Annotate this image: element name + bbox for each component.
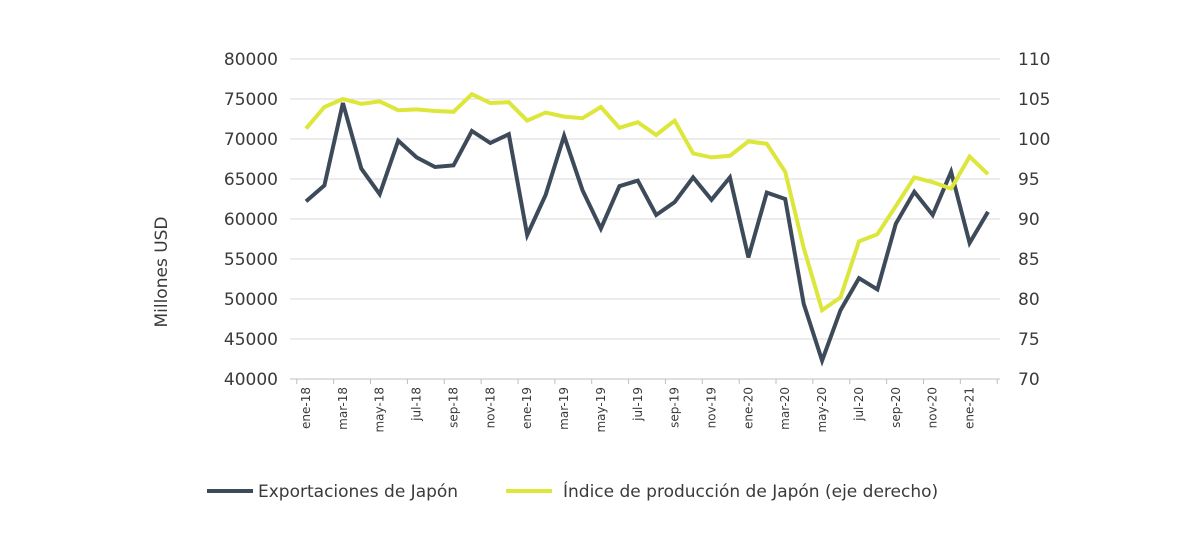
x-tick-label: may-18 (373, 387, 387, 433)
x-tick-label: ene-19 (520, 387, 534, 429)
x-tick-label: mar-20 (778, 387, 792, 430)
legend-label-exportaciones: Exportaciones de Japón (258, 482, 458, 502)
legend-label-indice-produccion: Índice de producción de Japón (eje derec… (563, 480, 938, 502)
x-tick-label: jul-19 (631, 387, 645, 422)
right-y-tick-label: 70 (1018, 370, 1040, 390)
x-tick-label: sep-19 (668, 387, 682, 428)
x-axis-tick-marks (296, 379, 998, 384)
gridlines (290, 58, 1000, 340)
x-tick-label: may-19 (594, 387, 608, 433)
x-tick-label: nov-20 (926, 387, 940, 428)
x-tick-label: nov-18 (483, 387, 497, 428)
x-tick-label: ene-21 (963, 387, 977, 429)
right-y-tick-label: 90 (1018, 210, 1040, 230)
right-y-tick-label: 105 (1018, 90, 1050, 110)
x-tick-label: may-20 (815, 387, 829, 433)
left-y-tick-label: 60000 (224, 210, 278, 230)
series-line-indice-produccion (304, 91, 990, 314)
left-y-tick-label: 55000 (224, 250, 278, 270)
series-lines (304, 91, 990, 367)
legend: Exportaciones de Japón Índice de producc… (207, 480, 938, 502)
x-tick-label: mar-18 (336, 387, 350, 430)
left-y-axis-ticks: 40000 45000 50000 55000 60000 65000 70000 75000… (224, 50, 278, 390)
x-tick-label: jul-20 (852, 387, 866, 422)
x-tick-label: nov-19 (705, 387, 719, 428)
x-tick-label: sep-20 (889, 387, 903, 428)
left-y-tick-label: 75000 (224, 90, 278, 110)
left-y-tick-label: 50000 (224, 290, 278, 310)
x-axis-ticks: ene-18 mar-18 may-18 jul-18 sep-18 nov-18 ene-… (299, 387, 977, 433)
left-y-tick-label: 45000 (224, 330, 278, 350)
right-y-tick-label: 110 (1018, 50, 1050, 70)
series-line-exportaciones (304, 102, 990, 367)
right-y-tick-label: 85 (1018, 250, 1040, 270)
x-tick-label: ene-20 (741, 387, 755, 429)
x-tick-label: jul-18 (410, 387, 424, 422)
x-tick-label: sep-18 (446, 387, 460, 428)
left-y-tick-label: 70000 (224, 130, 278, 150)
right-y-axis-ticks: 70 75 80 85 90 95 100 105 110 (1018, 50, 1050, 390)
right-y-tick-label: 75 (1018, 330, 1040, 350)
right-y-tick-label: 100 (1018, 130, 1050, 150)
left-y-tick-label: 80000 (224, 50, 278, 70)
x-tick-label: ene-18 (299, 387, 313, 429)
left-y-tick-label: 40000 (224, 370, 278, 390)
x-tick-label: mar-19 (557, 387, 571, 430)
right-y-tick-label: 95 (1018, 170, 1040, 190)
right-y-tick-label: 80 (1018, 290, 1040, 310)
left-y-tick-label: 65000 (224, 170, 278, 190)
left-axis-title: Millones USD (152, 216, 172, 327)
